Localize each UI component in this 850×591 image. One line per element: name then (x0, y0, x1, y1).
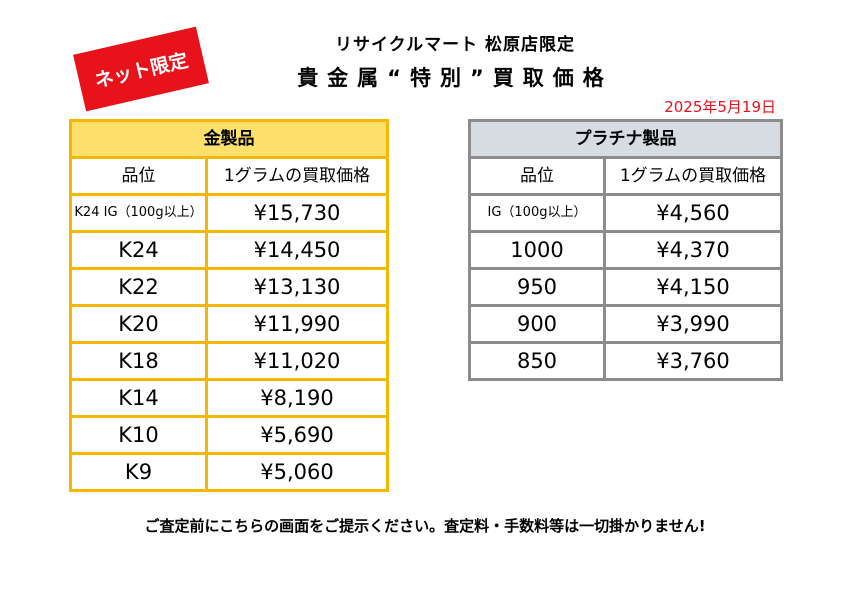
footer-note: ご査定前にこちらの画面をご提示ください。査定料・手数料等は一切掛かりません! (144, 517, 706, 535)
gold-price-cell: ¥15,730 (205, 193, 389, 233)
gold-grade-cell: K14 (69, 378, 208, 418)
platinum-grade-cell: 850 (468, 341, 606, 381)
gold-grade-cell: K24 (69, 230, 208, 270)
gold-grade-cell: K18 (69, 341, 208, 381)
gold-grade-column-header: 品位 (69, 156, 208, 196)
gold-grade-cell: K22 (69, 267, 208, 307)
gold-grade-cell: K20 (69, 304, 208, 344)
gold-price-cell: ¥13,130 (205, 267, 389, 307)
platinum-grade-cell: 950 (468, 267, 606, 307)
gold-price-cell: ¥8,190 (205, 378, 389, 418)
platinum-grade-cell: 900 (468, 304, 606, 344)
gold-price-cell: ¥11,990 (205, 304, 389, 344)
gold-grade-cell: K9 (69, 452, 208, 492)
gold-price-cell: ¥11,020 (205, 341, 389, 381)
date-label: 2025年5月19日 (664, 98, 776, 116)
gold-grade-cell: K24 IG（100g以上） (69, 193, 208, 233)
platinum-price-table: プラチナ製品 品位 1グラムの買取価格 IG（100g以上） ¥4,560 10… (468, 119, 783, 381)
platinum-grade-column-header: 品位 (468, 156, 606, 196)
gold-price-cell: ¥5,060 (205, 452, 389, 492)
platinum-price-column-header: 1グラムの買取価格 (603, 156, 783, 196)
store-name: リサイクルマート 松原店限定 (334, 35, 576, 55)
platinum-price-cell: ¥3,990 (603, 304, 783, 344)
gold-table-header: 金製品 (69, 119, 389, 159)
platinum-grade-cell: 1000 (468, 230, 606, 270)
platinum-grade-cell: IG（100g以上） (468, 193, 606, 233)
gold-price-table: 金製品 品位 1グラムの買取価格 K24 IG（100g以上） ¥15,730 … (69, 119, 389, 492)
platinum-price-cell: ¥4,150 (603, 267, 783, 307)
gold-price-cell: ¥5,690 (205, 415, 389, 455)
gold-grade-cell: K10 (69, 415, 208, 455)
platinum-table-header: プラチナ製品 (468, 119, 783, 159)
gold-price-cell: ¥14,450 (205, 230, 389, 270)
platinum-price-cell: ¥4,370 (603, 230, 783, 270)
platinum-price-cell: ¥4,560 (603, 193, 783, 233)
gold-price-column-header: 1グラムの買取価格 (205, 156, 389, 196)
page-title: 貴金属“特別”買取価格 (297, 66, 613, 90)
platinum-price-cell: ¥3,760 (603, 341, 783, 381)
